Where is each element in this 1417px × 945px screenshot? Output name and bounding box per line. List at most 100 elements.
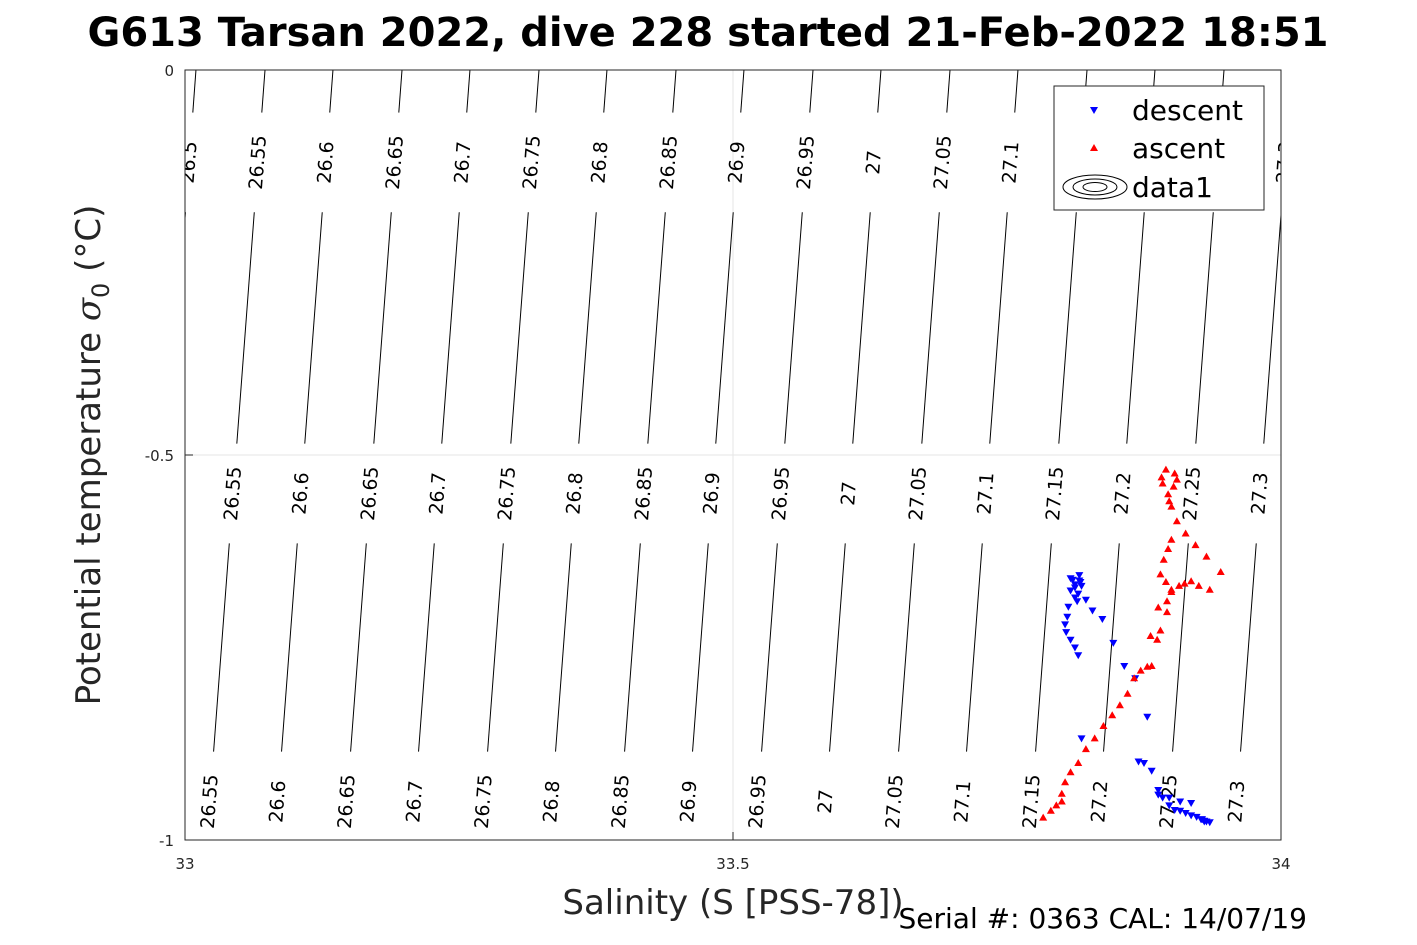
density-contour-line xyxy=(1126,212,1145,444)
ascent-marker xyxy=(1039,813,1048,821)
ascent-marker xyxy=(1172,517,1181,525)
ascent-marker xyxy=(1165,497,1174,505)
density-contour-line xyxy=(373,212,392,444)
density-contour-line xyxy=(398,70,403,113)
density-contour-line xyxy=(1263,212,1281,444)
descent-marker xyxy=(1158,794,1167,802)
descent-marker xyxy=(1154,791,1163,799)
ascent-marker xyxy=(1164,544,1173,552)
density-contour-line xyxy=(1195,212,1214,444)
y-axis-label-unit: (°C) xyxy=(69,205,109,283)
contour-label: 27.2 xyxy=(1087,780,1112,824)
ascent-marker xyxy=(1163,597,1172,605)
contour-label: 26.55 xyxy=(245,134,271,190)
contour-label: 26.65 xyxy=(357,466,383,522)
descent-marker xyxy=(1154,786,1163,794)
ascent-marker xyxy=(1167,502,1176,510)
ascent-marker xyxy=(1057,797,1066,805)
density-contour-line xyxy=(877,70,882,113)
ascent-marker xyxy=(1074,759,1083,766)
contour-label: 27.2 xyxy=(1110,472,1135,516)
ascent-marker xyxy=(1167,585,1176,593)
density-contour-line xyxy=(672,70,677,113)
density-contour-line xyxy=(715,212,734,444)
density-contour-line xyxy=(281,543,298,752)
descent-marker xyxy=(1077,582,1086,590)
serial-cal-note: Serial #: 0363 CAL: 14/07/19 xyxy=(899,902,1307,935)
density-contour-line xyxy=(989,212,1008,444)
ascent-marker xyxy=(1136,666,1145,674)
data-markers xyxy=(1039,465,1225,827)
contour-label: 27.3 xyxy=(1224,780,1249,824)
ascent-marker xyxy=(1146,631,1155,639)
density-contour-line xyxy=(441,212,460,444)
contour-label: 26.75 xyxy=(519,134,545,190)
ascent-legend-marker xyxy=(1090,144,1098,151)
ascent-marker xyxy=(1154,603,1163,611)
descent-marker xyxy=(1075,572,1084,580)
descent-marker xyxy=(1143,713,1152,721)
y-tick-label: -1 xyxy=(159,832,174,850)
ascent-marker xyxy=(1216,568,1225,576)
density-contour-line xyxy=(487,543,504,752)
descent-marker xyxy=(1165,794,1174,802)
density-contour-line xyxy=(692,543,709,752)
ascent-marker xyxy=(1161,465,1170,473)
contour-label: 27.15 xyxy=(1042,466,1068,522)
density-contour-line xyxy=(829,543,846,752)
contour-label: 27 xyxy=(862,150,886,176)
ascent-marker xyxy=(1158,479,1167,487)
y-axis-label-text: Potential temperature xyxy=(69,321,109,705)
descent-marker xyxy=(1140,760,1148,767)
contour-label: 26.85 xyxy=(608,774,634,830)
density-contour-line xyxy=(1058,212,1077,444)
ascent-marker xyxy=(1205,585,1214,593)
contour-label: 26.7 xyxy=(450,140,475,184)
ascent-marker xyxy=(1157,473,1166,481)
ascent-marker xyxy=(1099,722,1108,730)
ascent-marker xyxy=(1191,541,1200,549)
contour-label: 27.1 xyxy=(998,140,1023,184)
descent-marker xyxy=(1063,613,1072,621)
contour-label: 26.75 xyxy=(471,774,497,830)
contour-label: 26.55 xyxy=(220,466,246,522)
contour-label: 26.8 xyxy=(562,472,587,516)
ascent-marker xyxy=(1066,768,1075,776)
descent-marker xyxy=(1088,607,1097,615)
descent-marker xyxy=(1098,616,1107,624)
density-contour-line xyxy=(1014,70,1019,113)
ascent-marker xyxy=(1052,801,1061,809)
contour-label: 26.95 xyxy=(793,134,819,190)
ascent-marker xyxy=(1194,581,1203,589)
y-axis-label: Potential temperature σ0 (°C) xyxy=(69,205,115,706)
ascent-marker xyxy=(1163,608,1172,616)
density-contour-line xyxy=(578,212,597,444)
density-contour-line xyxy=(809,70,814,113)
density-contour-line xyxy=(236,212,255,444)
descent-marker xyxy=(1066,575,1075,583)
legend-box xyxy=(1053,85,1265,211)
contour-label: 27 xyxy=(837,481,861,507)
y-tick-label: -0.5 xyxy=(145,447,174,465)
density-contour-line xyxy=(418,543,435,752)
y-axis-ticks: -1 -0.5 0 xyxy=(145,62,193,850)
contour-label: 27.05 xyxy=(905,466,931,522)
contour-label: 27 xyxy=(814,789,838,815)
contour-label: 26.9 xyxy=(724,140,749,184)
density-contour-line xyxy=(213,543,230,752)
chart-title: G613 Tarsan 2022, dive 228 started 21-Fe… xyxy=(87,10,1328,56)
y-axis-label-subscript: 0 xyxy=(87,283,115,298)
ascent-marker xyxy=(1169,482,1178,490)
ascent-marker xyxy=(1181,529,1190,537)
density-contour-line xyxy=(1240,543,1257,752)
contour-icon xyxy=(1062,174,1128,200)
contour-label: 27.05 xyxy=(882,774,908,830)
density-contour-line xyxy=(740,70,745,113)
descent-marker xyxy=(1187,800,1196,808)
contour-label: 26.65 xyxy=(382,134,408,190)
density-contour-line xyxy=(1172,543,1189,752)
contour-label: 27.25 xyxy=(1156,774,1182,830)
contour-label: 26.85 xyxy=(656,134,682,190)
contour-label: 27.15 xyxy=(1019,774,1045,830)
density-contour-line xyxy=(1035,543,1052,752)
